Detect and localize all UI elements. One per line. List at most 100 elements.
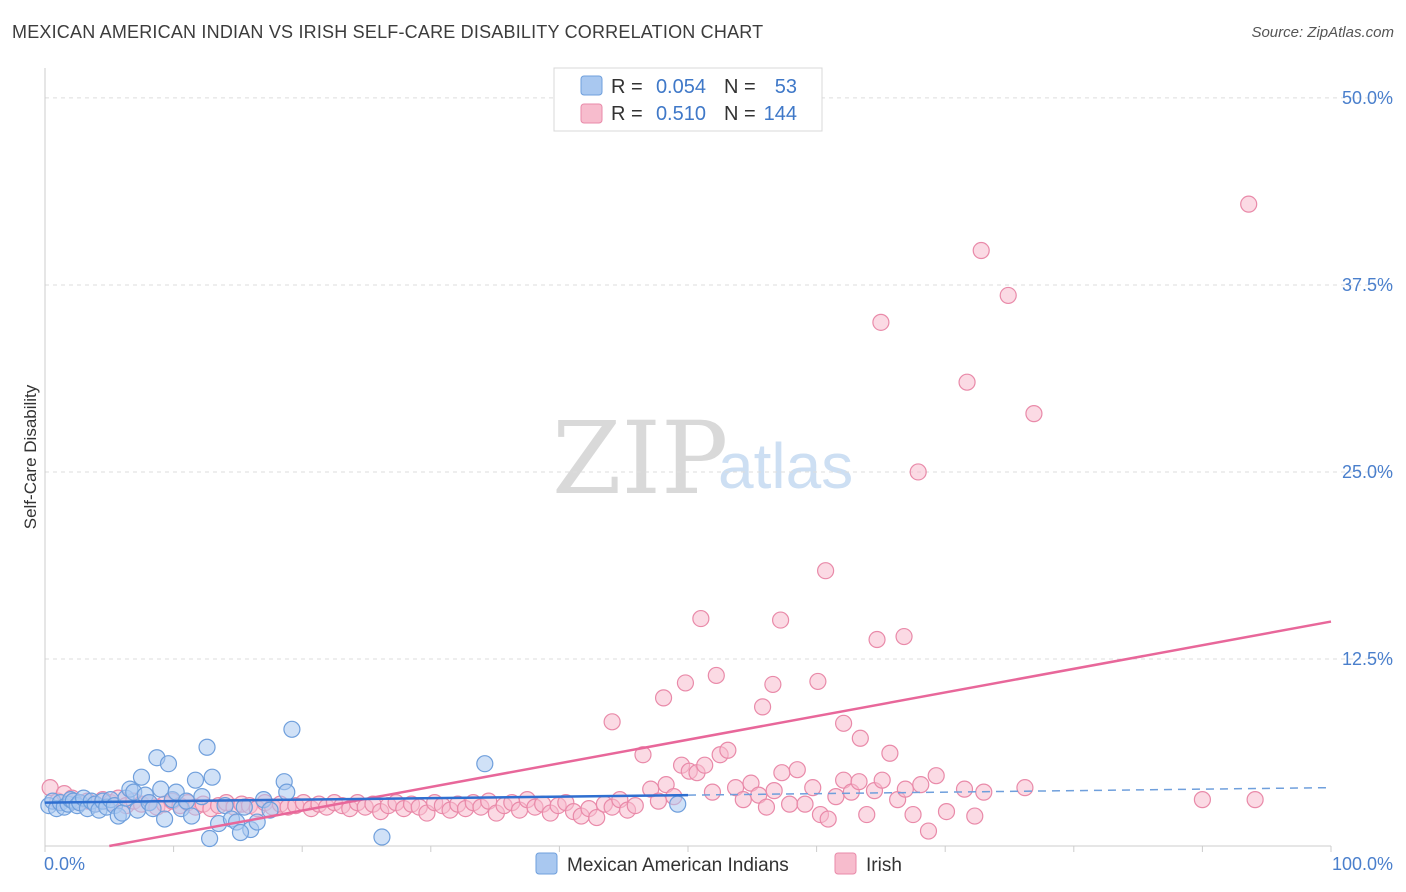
irish-point [927, 767, 945, 785]
mexican-american-indian-point [476, 755, 494, 773]
watermark: ZIP atlas [552, 400, 853, 517]
irish-point [753, 698, 772, 716]
irish-point [937, 802, 956, 821]
mexican-american-indian-point [183, 807, 201, 825]
legend-r-label-blue: R = [611, 76, 643, 98]
bottom-legend-label-pink: Irish [866, 855, 902, 876]
irish-point [626, 797, 644, 815]
irish-point [788, 761, 806, 779]
mexican-american-indians-trend-extension [687, 786, 1332, 796]
irish-point [999, 286, 1017, 305]
mexican-american-indian-point [248, 813, 266, 831]
mexican-american-indian-point [373, 828, 391, 846]
irish-point [827, 788, 845, 806]
irish-point [764, 675, 782, 694]
irish-point [1240, 195, 1258, 213]
y-tick-label: 25.0% [1342, 462, 1393, 482]
chart-source: Source: ZipAtlas.com [1251, 24, 1394, 41]
irish-point [1025, 405, 1043, 423]
irish-point [873, 771, 891, 789]
mexican-american-indian-point [198, 738, 216, 756]
irish-point [707, 666, 725, 685]
x-ticks [44, 846, 1332, 852]
mexican-american-indian-point [283, 720, 301, 738]
irish-point [649, 792, 668, 810]
legend-swatch-pink [580, 103, 603, 124]
irish-point [955, 780, 974, 798]
irish-point [1246, 791, 1264, 809]
legend: R = 0.054 N = 53 R = 0.510 N = 144 [553, 67, 823, 132]
legend-r-value-blue: 0.054 [656, 76, 706, 98]
irish-point [796, 795, 814, 813]
irish-point [851, 729, 869, 747]
irish-point [817, 562, 835, 580]
irish-point [904, 805, 922, 824]
irish-point [881, 744, 899, 762]
grid [45, 97, 1392, 660]
irish-point [912, 776, 930, 794]
irish-point [809, 672, 827, 691]
legend-n-value-blue: 53 [775, 76, 797, 98]
series-mexican-american-indians [40, 720, 687, 848]
legend-n-label-blue: N = [724, 76, 756, 98]
legend-n-value-pink: 144 [764, 103, 797, 125]
legend-n-label-pink: N = [724, 103, 756, 125]
irish-point [780, 795, 799, 813]
trend-lines [44, 620, 1332, 848]
irish-point [835, 714, 853, 732]
mexican-american-indian-point [278, 783, 296, 801]
legend-r-label-pink: R = [611, 103, 643, 125]
x-tick-label-max: 100.0% [1332, 854, 1393, 874]
chart-title: MEXICAN AMERICAN INDIAN VS IRISH SELF-CA… [12, 22, 764, 42]
y-tick-label: 12.5% [1342, 649, 1393, 669]
bottom-legend-label-blue: Mexican American Indians [567, 855, 789, 876]
irish-point [692, 609, 710, 628]
mexican-american-indian-point [669, 795, 687, 813]
legend-swatch-blue [580, 75, 603, 96]
series-irish [41, 195, 1264, 840]
irish-trend-line [109, 620, 1332, 848]
mexican-american-indian-point [132, 768, 151, 786]
x-tick-labels: 0.0% 100.0% [44, 854, 1393, 874]
mexican-american-indian-point [186, 771, 205, 789]
irish-point [773, 764, 791, 782]
bottom-legend: Mexican American Indians Irish [535, 852, 902, 876]
watermark-zip: ZIP [552, 400, 728, 517]
irish-point [919, 822, 938, 840]
irish-point [1016, 779, 1034, 797]
irish-point [757, 798, 776, 816]
irish-point [719, 741, 737, 759]
irish-point [895, 627, 913, 646]
bottom-legend-swatch-blue [535, 852, 558, 875]
irish-point [726, 779, 745, 797]
mexican-american-indian-point [231, 823, 250, 842]
irish-point [1193, 791, 1212, 809]
irish-point [703, 783, 722, 801]
mexican-american-indian-point [113, 804, 131, 822]
x-tick-label-min: 0.0% [44, 854, 85, 874]
irish-point [896, 780, 914, 798]
irish-point [858, 805, 876, 824]
irish-point [966, 807, 984, 825]
irish-point [909, 463, 927, 481]
mexican-american-indian-point [155, 810, 174, 828]
irish-point [657, 776, 675, 794]
legend-r-value-pink: 0.510 [656, 103, 706, 125]
irish-point [696, 756, 714, 774]
y-axis-label: Self-Care Disability [21, 384, 40, 529]
irish-point [742, 774, 760, 792]
mexican-american-indian-point [193, 788, 211, 806]
irish-point [850, 773, 868, 791]
mexican-american-indian-point [261, 801, 279, 819]
irish-point [765, 782, 783, 800]
irish-point [958, 373, 976, 391]
irish-point [603, 713, 621, 731]
irish-point [734, 791, 752, 809]
y-tick-labels: 12.5% 25.0% 37.5% 50.0% [1342, 88, 1393, 669]
mexican-american-indian-point [201, 829, 219, 848]
bottom-legend-swatch-pink [834, 852, 857, 875]
irish-point [654, 689, 673, 707]
irish-point [868, 630, 886, 649]
irish-point [771, 611, 790, 629]
